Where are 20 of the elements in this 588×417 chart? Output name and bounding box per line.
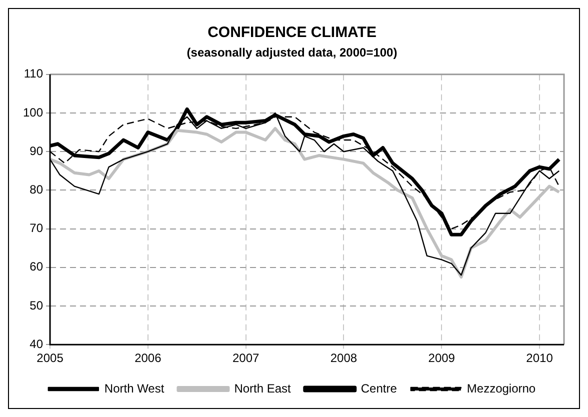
y-tick-label: 60 xyxy=(30,260,44,274)
y-tick-label: 90 xyxy=(30,144,44,158)
y-tick-label: 50 xyxy=(30,298,44,312)
x-tick-label: 2005 xyxy=(36,351,64,366)
y-tick-label: 40 xyxy=(30,336,44,351)
y-tick-label: 110 xyxy=(24,66,44,81)
chart-subtitle: (seasonally adjusted data, 2000=100) xyxy=(186,46,398,60)
legend-label: North East xyxy=(234,381,292,396)
legend-label: Mezzogiorno xyxy=(466,381,536,396)
y-tick-label: 80 xyxy=(30,182,44,197)
x-tick-label: 2006 xyxy=(134,351,162,366)
x-tick-label: 2007 xyxy=(232,351,260,366)
legend-label: North West xyxy=(104,381,165,396)
x-tick-label: 2009 xyxy=(428,351,456,366)
chart-title: CONFIDENCE CLIMATE xyxy=(208,24,376,42)
y-tick-label: 100 xyxy=(22,105,44,120)
y-tick-label: 70 xyxy=(30,221,44,236)
x-tick-label: 2008 xyxy=(330,351,358,366)
x-tick-label: 2010 xyxy=(526,351,554,366)
legend-label: Centre xyxy=(360,381,398,396)
